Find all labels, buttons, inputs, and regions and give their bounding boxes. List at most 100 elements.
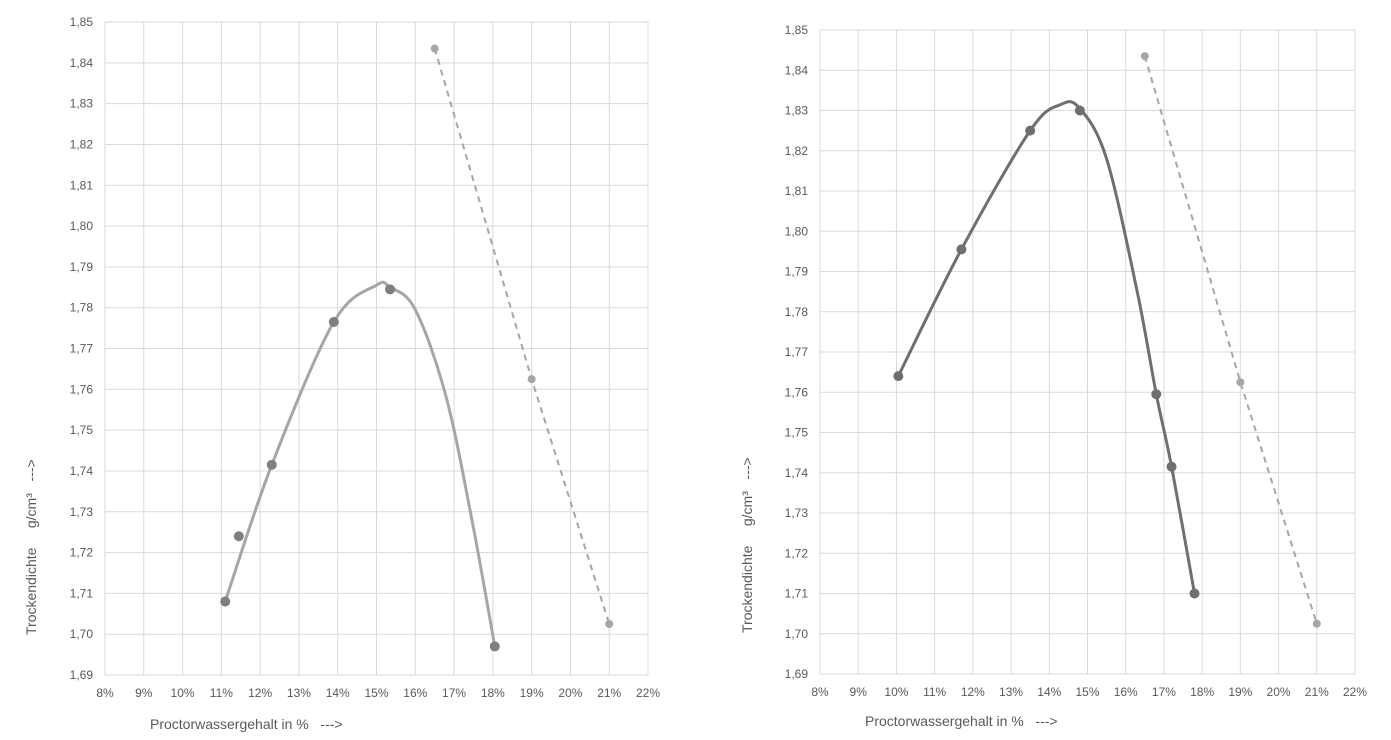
left-x-tick-label: 15% [364, 686, 388, 700]
left-x-axis-title: Proctorwassergehalt in % ---> [150, 716, 343, 732]
right-x-tick-label: 19% [1228, 685, 1252, 699]
left-series [220, 44, 614, 652]
right-y-tick-label: 1,77 [785, 345, 809, 359]
left-data-point [385, 284, 396, 295]
left-x-tick-label: 19% [520, 686, 544, 700]
right-dashed-point [1236, 378, 1245, 387]
right-y-tick-label: 1,73 [785, 506, 809, 520]
right-x-tick-label: 16% [1114, 685, 1138, 699]
right-x-tick-label: 15% [1075, 685, 1099, 699]
proctor-chart-left: 8% 9% 10% 11% 12% 13% 14% 15% 16% 17% 18% 19% 20% 21%… [23, 15, 660, 732]
left-dashed-point [605, 619, 614, 628]
right-x-tick-label: 21% [1305, 685, 1329, 699]
left-y-tick-label: 1,82 [70, 137, 94, 151]
right-x-tick-label: 13% [999, 685, 1023, 699]
right-fitted-curve [896, 100, 1196, 595]
left-y-tick-label: 1,73 [70, 505, 94, 519]
right-x-ticks: 8% 9% 10% 11% 12% 13% 14% 15% 16% 17% 18% 19% 20% 21%… [811, 685, 1367, 699]
right-y-tick-label: 1,81 [785, 184, 809, 198]
left-y-axis-title: Trockendichte g/cm³ ---> [23, 459, 39, 635]
left-x-tick-label: 8% [96, 686, 114, 700]
left-dashed-point [430, 44, 439, 53]
left-x-tick-label: 20% [558, 686, 582, 700]
proctor-chart-right: 8% 9% 10% 11% 12% 13% 14% 15% 16% 17% 18% 19% 20% 21%… [739, 23, 1367, 729]
right-dashed-point [1312, 619, 1321, 628]
right-y-tick-label: 1,75 [785, 426, 809, 440]
right-y-tick-label: 1,69 [785, 667, 809, 681]
left-data-point [233, 531, 244, 542]
left-dashed-point [527, 375, 536, 384]
left-y-tick-label: 1,81 [70, 178, 94, 192]
left-y-tick-label: 1,74 [70, 464, 94, 478]
right-y-tick-label: 1,74 [785, 466, 809, 480]
left-x-tick-label: 18% [481, 686, 505, 700]
right-data-point [956, 244, 967, 255]
right-dashed-point [1140, 52, 1149, 61]
right-data-point [893, 371, 904, 382]
left-x-tick-label: 17% [442, 686, 466, 700]
right-x-tick-label: 8% [811, 685, 829, 699]
right-x-axis-title: Proctorwassergehalt in % ---> [865, 713, 1058, 729]
right-y-tick-label: 1,82 [785, 144, 809, 158]
right-data-point [1025, 125, 1036, 136]
right-x-tick-label: 17% [1152, 685, 1176, 699]
left-data-point [328, 316, 339, 327]
right-y-tick-label: 1,85 [785, 23, 809, 37]
right-x-tick-label: 20% [1267, 685, 1291, 699]
left-dashed-line [433, 48, 611, 625]
left-y-tick-label: 1,77 [70, 342, 94, 356]
left-x-tick-label: 10% [171, 686, 195, 700]
right-y-tick-label: 1,71 [785, 587, 809, 601]
right-data-point [1189, 588, 1200, 599]
right-y-axis-title: Trockendichte g/cm³ ---> [739, 457, 755, 633]
right-data-point [1166, 461, 1177, 472]
left-grid [104, 21, 649, 676]
left-x-tick-label: 16% [403, 686, 427, 700]
left-y-tick-label: 1,70 [70, 627, 94, 641]
right-data-point [1074, 105, 1085, 116]
right-y-tick-label: 1,79 [785, 265, 809, 279]
left-data-point [266, 459, 277, 470]
right-grid [819, 29, 1356, 675]
left-y-ticks: 1,69 1,70 1,71 1,72 1,73 1,74 1,75 1,76 1,77 1,78… [70, 15, 94, 682]
right-dashed-line [1143, 55, 1318, 624]
right-y-tick-label: 1,80 [785, 224, 809, 238]
left-y-tick-label: 1,69 [70, 668, 94, 682]
left-x-tick-label: 9% [135, 686, 153, 700]
left-x-tick-label: 11% [210, 686, 233, 700]
left-x-ticks: 8% 9% 10% 11% 12% 13% 14% 15% 16% 17% 18% 19% 20% 21%… [96, 686, 660, 700]
right-x-tick-label: 10% [884, 685, 908, 699]
left-x-tick-label: 22% [636, 686, 660, 700]
right-y-tick-label: 1,83 [785, 104, 809, 118]
right-x-tick-label: 18% [1190, 685, 1214, 699]
left-data-point [220, 596, 231, 607]
left-y-tick-label: 1,85 [70, 15, 94, 29]
right-y-tick-label: 1,70 [785, 627, 809, 641]
right-x-tick-label: 12% [961, 685, 985, 699]
left-x-tick-label: 13% [287, 686, 311, 700]
right-y-ticks: 1,69 1,70 1,71 1,72 1,73 1,74 1,75 1,76 1,77 1,78… [785, 23, 809, 681]
left-y-tick-label: 1,79 [70, 260, 94, 274]
left-y-tick-label: 1,76 [70, 382, 94, 396]
right-x-tick-label: 22% [1343, 685, 1367, 699]
left-y-tick-label: 1,83 [70, 97, 94, 111]
left-x-tick-label: 21% [597, 686, 621, 700]
left-y-tick-label: 1,75 [70, 423, 94, 437]
left-x-tick-label: 14% [326, 686, 350, 700]
left-y-tick-label: 1,78 [70, 301, 94, 315]
left-y-tick-label: 1,72 [70, 546, 94, 560]
right-y-tick-label: 1,72 [785, 546, 809, 560]
right-x-tick-label: 9% [850, 685, 868, 699]
right-x-tick-label: 14% [1037, 685, 1061, 699]
right-data-point [1151, 389, 1162, 400]
right-series [893, 52, 1321, 628]
left-y-tick-label: 1,80 [70, 219, 94, 233]
left-x-tick-label: 12% [248, 686, 272, 700]
right-y-tick-label: 1,84 [785, 63, 809, 77]
left-y-tick-label: 1,84 [70, 56, 94, 70]
right-x-tick-label: 11% [923, 685, 946, 699]
right-y-tick-label: 1,76 [785, 385, 809, 399]
left-y-tick-label: 1,71 [70, 586, 94, 600]
left-data-point [489, 641, 500, 652]
